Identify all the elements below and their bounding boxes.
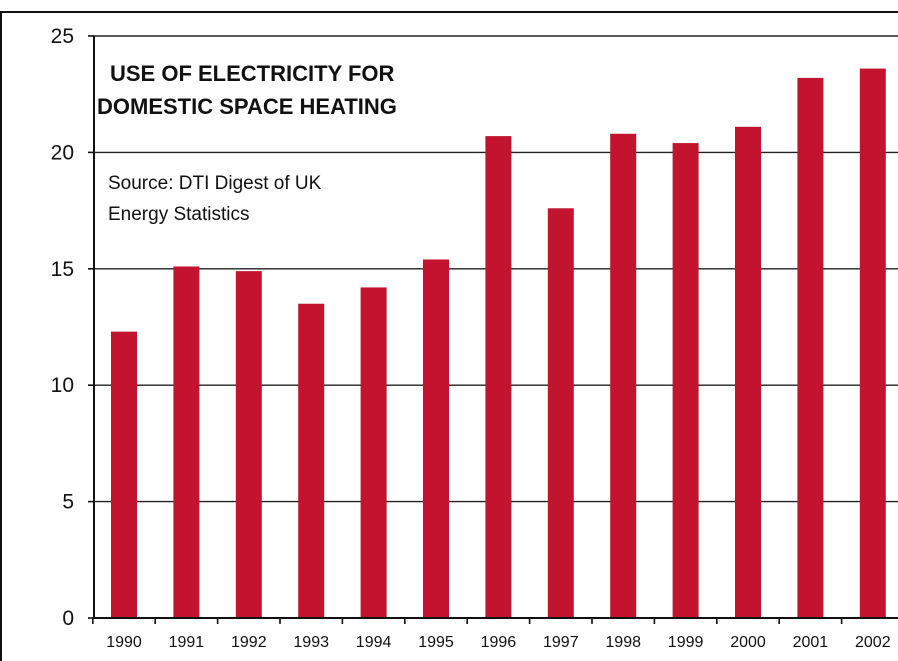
bar-1998	[610, 133, 637, 618]
x-tick-label: 1997	[543, 634, 579, 651]
y-tick-label: 15	[51, 258, 74, 281]
x-tick-label: 1991	[169, 634, 205, 651]
bars	[111, 68, 886, 619]
source-note-line-1: Source: DTI Digest of UK	[108, 173, 322, 194]
bar-1994	[360, 287, 387, 618]
chart-title-line-1: USE OF ELECTRICITY FOR	[110, 61, 395, 86]
bar-1990	[111, 331, 137, 618]
bar-2002	[859, 68, 886, 619]
y-tick-label: 10	[51, 374, 74, 397]
x-tick-label: 1999	[668, 634, 704, 651]
y-tick-label: 0	[62, 607, 74, 630]
source-note-line-2: Energy Statistics	[108, 204, 250, 225]
y-ticks: 0 5 10 15 20 25	[51, 25, 94, 630]
x-tick-label: 2000	[730, 634, 766, 651]
x-tick-label: 1993	[293, 634, 329, 651]
bar-1995	[423, 259, 449, 618]
bar-2000	[735, 126, 761, 619]
y-tick-label: 5	[62, 491, 74, 514]
bar-1999	[672, 143, 699, 618]
x-tick-label: 2002	[855, 634, 891, 651]
bar-1991	[173, 266, 200, 618]
bar-1996	[485, 136, 512, 618]
x-tick-label: 1990	[106, 634, 142, 651]
bar-1997	[547, 208, 574, 618]
x-ticks: 1990 1991 1992 1993 1994 1995 1996 1997 1998 1999…	[92, 618, 891, 651]
bar-2001	[797, 77, 824, 619]
bar-1993	[298, 303, 325, 618]
x-tick-label: 1998	[605, 634, 641, 651]
y-tick-label: 25	[51, 25, 74, 48]
x-tick-label: 1992	[231, 634, 267, 651]
chart-title-line-2: DOMESTIC SPACE HEATING	[97, 94, 397, 119]
bar-1992	[235, 271, 262, 618]
y-tick-label: 20	[51, 141, 74, 164]
x-tick-label: 2001	[793, 634, 829, 651]
x-tick-label: 1994	[356, 634, 392, 651]
x-tick-label: 1995	[418, 634, 454, 651]
x-tick-label: 1996	[481, 634, 517, 651]
